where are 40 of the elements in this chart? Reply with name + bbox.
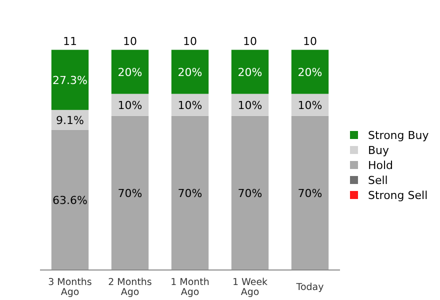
x-tick-label: 2 Months Ago bbox=[108, 277, 152, 298]
x-tick-label: 1 Month Ago bbox=[170, 277, 210, 298]
data-label: 20% bbox=[118, 66, 142, 79]
x-tick-label: 1 Week Ago bbox=[232, 277, 268, 298]
data-label: 20% bbox=[178, 66, 202, 79]
legend-label: Strong Sell bbox=[368, 189, 428, 202]
data-label: 9.1% bbox=[56, 114, 84, 127]
x-tick-label: 3 Months Ago bbox=[48, 277, 92, 298]
bar bbox=[171, 116, 209, 270]
legend-label: Buy bbox=[368, 144, 390, 157]
annotation: 10 bbox=[123, 34, 137, 48]
data-label: 27.3% bbox=[52, 74, 88, 87]
bar bbox=[171, 50, 209, 94]
bar bbox=[231, 50, 269, 94]
data-label: 70% bbox=[178, 186, 202, 200]
bar bbox=[51, 50, 89, 110]
data-label: 70% bbox=[238, 186, 262, 200]
data-label: 10% bbox=[298, 98, 322, 112]
data-label: 70% bbox=[298, 186, 322, 200]
bar bbox=[111, 116, 149, 270]
legend-label: Sell bbox=[368, 174, 388, 187]
data-label: 10% bbox=[238, 98, 262, 112]
bar bbox=[111, 50, 149, 94]
legend-label: Strong Buy bbox=[368, 129, 430, 142]
legend-label: Hold bbox=[368, 159, 394, 172]
annotation: 10 bbox=[303, 34, 317, 48]
data-label: 70% bbox=[118, 186, 142, 200]
data-label: 20% bbox=[298, 66, 322, 79]
bar bbox=[51, 130, 89, 270]
data-label: 10% bbox=[118, 98, 142, 112]
bar bbox=[231, 116, 269, 270]
annotation: 10 bbox=[183, 34, 197, 48]
data-label: 20% bbox=[238, 66, 262, 79]
bar bbox=[291, 50, 329, 94]
annotation: 11 bbox=[63, 34, 77, 48]
data-label: 10% bbox=[178, 98, 202, 112]
data-label: 63.6% bbox=[52, 194, 88, 207]
bar bbox=[291, 116, 329, 270]
x-tick-label: Today bbox=[295, 282, 324, 293]
annotation: 10 bbox=[243, 34, 257, 48]
